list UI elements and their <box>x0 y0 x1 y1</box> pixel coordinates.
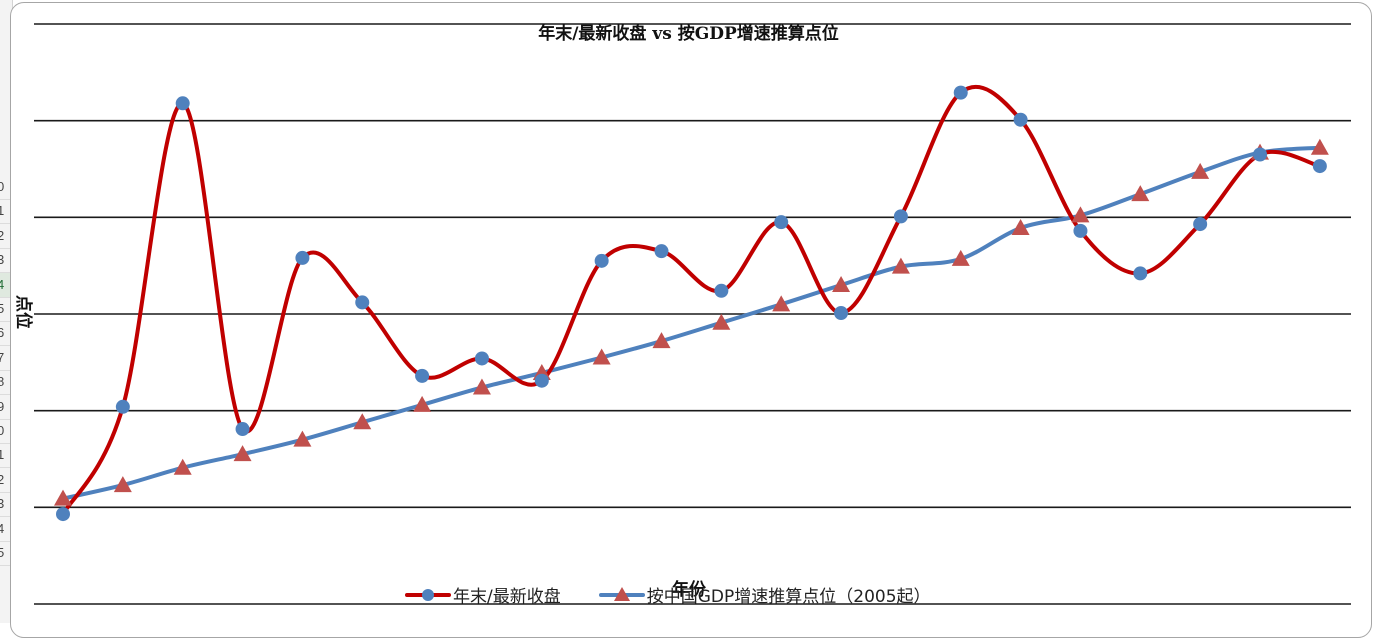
data-point-gdp[interactable] <box>832 276 851 292</box>
chart-legend: 年末/最新收盘 按中国GDP增速推算点位（2005起） <box>405 582 969 607</box>
row-header[interactable]: 6 <box>0 321 12 347</box>
chart-title: 年末/最新收盘 vs 按GDP增速推算点位 <box>538 24 839 44</box>
data-point-close[interactable] <box>774 215 789 230</box>
data-point-close[interactable] <box>1312 159 1327 174</box>
data-point-close[interactable] <box>834 306 849 321</box>
data-point-close[interactable] <box>295 250 310 265</box>
data-point-close[interactable] <box>1013 112 1028 127</box>
legend-label-gdp: 按中国GDP增速推算点位（2005起） <box>646 587 931 607</box>
row-header[interactable]: 7 <box>0 346 12 371</box>
data-point-gdp[interactable] <box>592 348 611 365</box>
chart-plot <box>34 23 1351 605</box>
data-point-close[interactable] <box>534 373 549 388</box>
data-point-gdp[interactable] <box>1071 206 1090 223</box>
row-header[interactable]: 5 <box>0 297 12 322</box>
x-axis-label: 年份 <box>672 580 706 600</box>
data-point-gdp[interactable] <box>891 257 910 274</box>
series-line-gdp <box>61 145 1322 501</box>
data-point-close[interactable] <box>415 368 430 383</box>
data-point-gdp[interactable] <box>1191 162 1210 179</box>
data-point-gdp[interactable] <box>413 395 432 412</box>
data-point-close[interactable] <box>474 351 489 366</box>
data-point-gdp[interactable] <box>353 413 372 430</box>
data-point-gdp[interactable] <box>173 458 192 475</box>
data-point-gdp[interactable] <box>54 489 72 506</box>
row-header[interactable]: 1 <box>0 199 12 225</box>
data-point-gdp[interactable] <box>293 430 312 447</box>
data-point-gdp[interactable] <box>1131 185 1150 202</box>
data-point-gdp[interactable] <box>1310 138 1329 155</box>
data-point-close[interactable] <box>355 295 370 310</box>
legend-item-close: 年末/最新收盘 <box>405 582 561 607</box>
row-header[interactable]: 2 <box>0 468 12 493</box>
data-point-close[interactable] <box>714 283 729 298</box>
data-point-close[interactable] <box>953 85 968 100</box>
data-point-gdp[interactable] <box>652 332 671 349</box>
row-header[interactable]: 4 <box>0 272 12 298</box>
data-point-gdp[interactable] <box>951 249 970 266</box>
data-point-close[interactable] <box>893 209 908 224</box>
data-point-gdp[interactable] <box>113 476 132 493</box>
data-point-close[interactable] <box>235 422 250 437</box>
chart-area[interactable] <box>10 2 1372 638</box>
row-header[interactable]: 2 <box>0 224 12 249</box>
row-header[interactable]: 5 <box>0 541 12 566</box>
legend-label-close: 年末/最新收盘 <box>453 587 561 607</box>
gridlines <box>34 23 1351 605</box>
series-lines <box>61 85 1322 517</box>
legend-item-gdp: 按中国GDP增速推算点位（2005起） <box>598 582 931 607</box>
data-point-close[interactable] <box>1253 147 1267 162</box>
data-point-gdp[interactable] <box>233 445 252 462</box>
row-header[interactable]: 4 <box>0 517 12 542</box>
row-header[interactable]: 3 <box>0 492 12 518</box>
data-point-close[interactable] <box>115 399 130 414</box>
data-point-close[interactable] <box>1133 266 1148 281</box>
data-point-close[interactable] <box>1073 223 1088 238</box>
row-header[interactable]: 8 <box>0 370 12 396</box>
row-header[interactable]: 0 <box>0 419 12 444</box>
data-point-gdp[interactable] <box>772 295 791 312</box>
row-header[interactable]: 0 <box>0 175 12 200</box>
series-line-close <box>61 85 1322 517</box>
data-point-close[interactable] <box>175 96 190 111</box>
legend-key-close <box>405 588 451 601</box>
data-point-gdp[interactable] <box>472 378 491 395</box>
data-point-close[interactable] <box>594 253 609 268</box>
series-markers <box>54 85 1329 522</box>
y-axis-label: 点位 <box>13 295 33 329</box>
legend-key-gdp <box>598 586 645 601</box>
data-point-gdp[interactable] <box>1011 218 1030 235</box>
data-point-close[interactable] <box>1193 217 1208 232</box>
data-point-close[interactable] <box>654 244 669 259</box>
data-point-close[interactable] <box>56 507 70 522</box>
row-header[interactable]: 1 <box>0 443 12 469</box>
data-point-gdp[interactable] <box>712 313 731 330</box>
row-header[interactable]: 9 <box>0 395 12 420</box>
spreadsheet-row-headers: 0123456789012345 <box>0 0 13 623</box>
